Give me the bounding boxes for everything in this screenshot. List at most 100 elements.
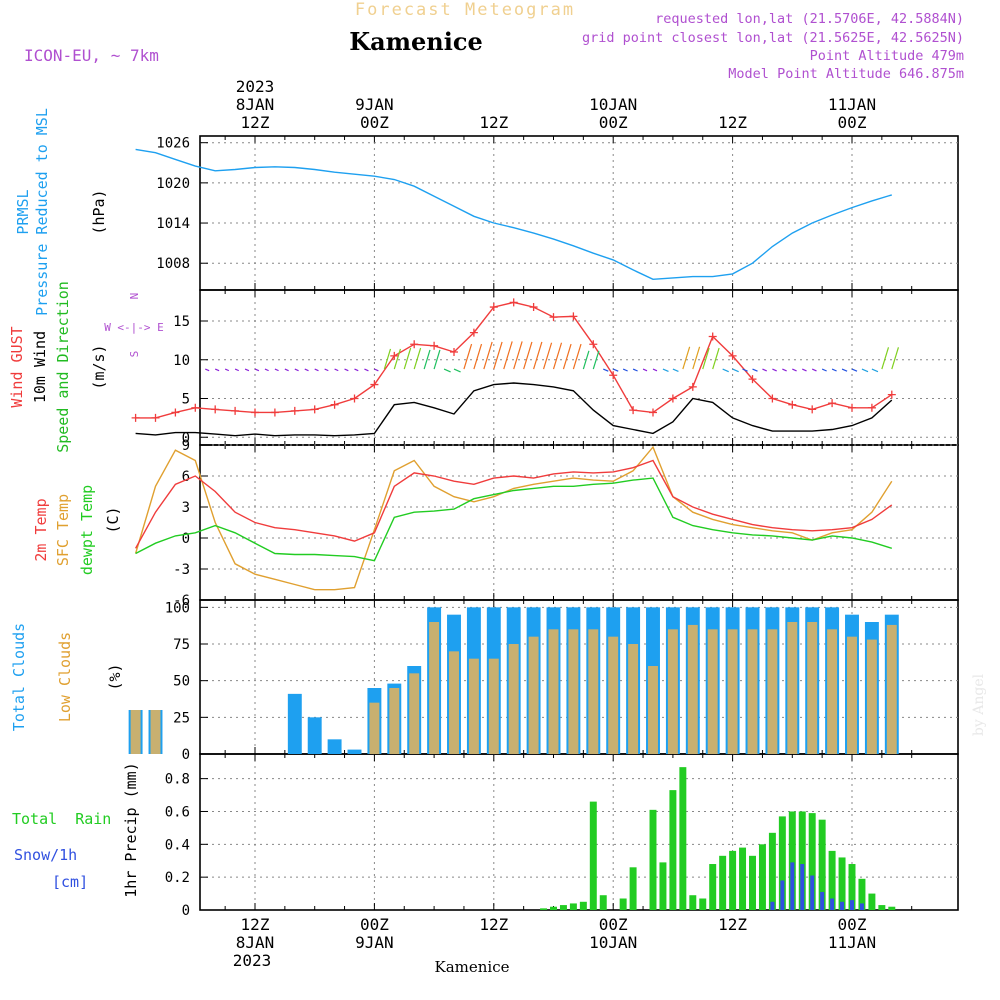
gust-marker — [450, 348, 458, 356]
rain-bar — [838, 857, 846, 910]
y-tick-label: 6 — [182, 469, 190, 485]
wind-arrow — [831, 368, 837, 372]
bottom-hour-label: 12Z — [479, 915, 508, 934]
rain-bar — [828, 850, 836, 910]
wind-arrow — [722, 368, 729, 373]
gust-marker — [151, 413, 160, 422]
wind-arrow — [304, 368, 309, 372]
y-tick-label: -6 — [173, 593, 190, 609]
footer-location: Kamenice — [435, 958, 510, 976]
rain-bar — [649, 809, 657, 910]
y-tick-label: 50 — [173, 674, 190, 690]
wind-arrow — [603, 368, 609, 372]
bottom-year-label: 2023 — [233, 951, 272, 970]
gust-marker — [848, 403, 856, 412]
y-tick-label: 0 — [182, 747, 190, 763]
temp-2m-line — [134, 459, 893, 549]
grid-coords: grid point closest lon,lat (21.5625E, 42… — [582, 30, 964, 46]
wind-unit-label: (m/s) — [90, 344, 108, 389]
low-cloud-bar — [787, 622, 798, 754]
gust-marker — [350, 394, 359, 403]
wind-arrow — [483, 341, 493, 370]
low-cloud-bar — [687, 624, 698, 754]
low-cloud-bar — [409, 673, 420, 754]
gust-marker — [131, 413, 140, 422]
gust-marker — [708, 332, 717, 341]
gust-marker — [569, 312, 578, 321]
wind-arrow — [374, 368, 379, 372]
precip-bars — [540, 767, 896, 910]
wind-arrow — [881, 347, 890, 370]
bottom-date-label: 10JAN — [589, 933, 637, 952]
wind-arrow — [592, 350, 600, 370]
bottom-hour-label: 12Z — [718, 915, 747, 934]
gust-marker — [609, 371, 618, 380]
wind-arrow — [453, 368, 461, 373]
wind-arrow — [752, 368, 758, 372]
low-cloud-bar — [130, 710, 141, 754]
low-cloud-bar — [468, 658, 479, 754]
wind-arrow — [224, 368, 230, 372]
bottom-hour-label: 00Z — [599, 915, 628, 934]
top-hour-label: 12Z — [241, 113, 270, 132]
low-cloud-bar — [608, 636, 619, 754]
wind-arrow — [413, 347, 422, 370]
total-cloud-bar — [327, 739, 342, 754]
gust-marker — [828, 399, 837, 408]
rain-bar — [679, 767, 687, 910]
compass-east-west: W <-|-> E — [104, 321, 164, 334]
wind-arrow — [264, 368, 269, 372]
low-cloud-bar — [389, 688, 400, 754]
pressure-unit-label: (hPa) — [90, 189, 108, 234]
watermark: by Angel — [971, 673, 987, 736]
rain-bar — [808, 813, 816, 910]
series-lines — [134, 148, 893, 591]
dewpt-temp-line — [135, 477, 893, 562]
wind-arrow — [314, 368, 319, 372]
wind-arrow — [572, 343, 582, 370]
wind-arrow — [274, 368, 279, 372]
total-cloud-bar — [347, 749, 362, 754]
gust-marker — [390, 351, 399, 360]
low-cloud-bar — [508, 644, 519, 754]
temp-sfc-label: SFC Temp — [54, 494, 72, 566]
wind-arrow — [792, 368, 797, 372]
y-tick-label: 3 — [182, 500, 190, 516]
wind-arrow — [632, 368, 638, 372]
rain-bar — [550, 906, 557, 910]
gust-marker — [370, 380, 379, 389]
wind-arrow — [582, 350, 590, 370]
rain-bar — [778, 816, 786, 910]
wind-arrow — [821, 368, 827, 372]
rain-bar — [699, 898, 707, 910]
wind-arrow — [433, 349, 441, 370]
bottom-hour-label: 00Z — [838, 915, 867, 934]
y-tick-label: 9 — [182, 438, 190, 454]
wind-arrow — [622, 368, 628, 372]
low-cloud-bar — [707, 629, 718, 754]
panel-frame-pressure — [199, 135, 959, 291]
wind-arrow — [871, 368, 879, 373]
gust-marker — [310, 405, 319, 414]
compass-north: N — [128, 293, 141, 300]
top-date-label: 9JAN — [355, 95, 394, 114]
pressure-msl-label: Pressure Reduced to MSL — [33, 108, 51, 316]
rain-bar — [629, 867, 637, 910]
y-tick-label: 0 — [182, 903, 190, 919]
low-cloud-bar — [548, 629, 559, 754]
low-cloud-bar — [667, 629, 678, 754]
wind-arrow — [503, 341, 513, 370]
wind-arrow — [712, 347, 720, 370]
wind-gust-label: Wind GUST — [8, 326, 26, 407]
gust-marker — [629, 406, 638, 415]
gust-marker — [808, 405, 817, 414]
wind-arrow — [493, 341, 503, 370]
rain-bar — [888, 906, 896, 910]
rain-bar — [798, 811, 806, 910]
y-tick-label: 1020 — [156, 176, 190, 192]
wind-speed-line — [135, 382, 893, 437]
rain-bar — [579, 901, 587, 910]
total-cloud-bar — [287, 693, 302, 754]
gust-marker — [549, 313, 558, 322]
